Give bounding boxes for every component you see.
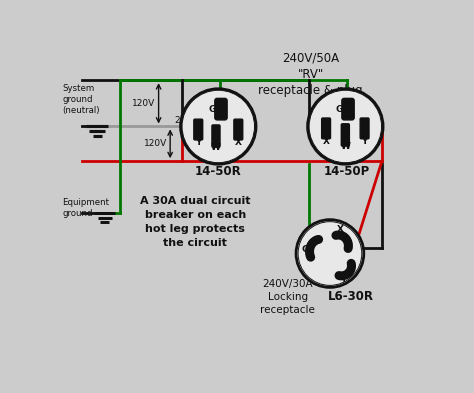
FancyBboxPatch shape (322, 118, 330, 139)
Text: Y: Y (195, 138, 201, 147)
FancyBboxPatch shape (194, 119, 203, 140)
Text: 120V: 120V (144, 139, 167, 148)
FancyBboxPatch shape (215, 98, 227, 120)
Text: W: W (340, 142, 350, 151)
Text: G: G (301, 245, 309, 254)
Text: 240V: 240V (175, 116, 198, 125)
Text: L6-30R: L6-30R (328, 290, 374, 303)
Text: X: X (323, 138, 329, 146)
Text: 14-50P: 14-50P (324, 165, 370, 178)
Text: 120V: 120V (132, 99, 155, 108)
Text: G: G (209, 105, 216, 114)
Text: Y: Y (340, 275, 346, 284)
FancyBboxPatch shape (341, 124, 349, 146)
Text: 240V/30A
Locking
receptacle: 240V/30A Locking receptacle (260, 279, 315, 315)
Text: 14-50R: 14-50R (195, 165, 242, 178)
FancyBboxPatch shape (212, 125, 220, 147)
Text: X: X (235, 138, 242, 147)
FancyBboxPatch shape (234, 119, 243, 140)
FancyBboxPatch shape (360, 118, 369, 139)
Text: Y: Y (361, 138, 368, 146)
Text: Equipment
ground: Equipment ground (63, 198, 109, 218)
Text: X: X (337, 225, 344, 234)
Circle shape (308, 89, 383, 164)
Text: G: G (336, 105, 343, 114)
Circle shape (296, 220, 364, 287)
FancyBboxPatch shape (342, 98, 354, 120)
Text: 240V/50A
"RV"
receptacle & plug: 240V/50A "RV" receptacle & plug (258, 51, 363, 97)
Text: A 30A dual circuit
breaker on each
hot leg protects
the circuit: A 30A dual circuit breaker on each hot l… (140, 196, 250, 248)
Text: W: W (211, 143, 221, 152)
Circle shape (181, 89, 256, 164)
Text: System
ground
(neutral): System ground (neutral) (63, 84, 100, 115)
